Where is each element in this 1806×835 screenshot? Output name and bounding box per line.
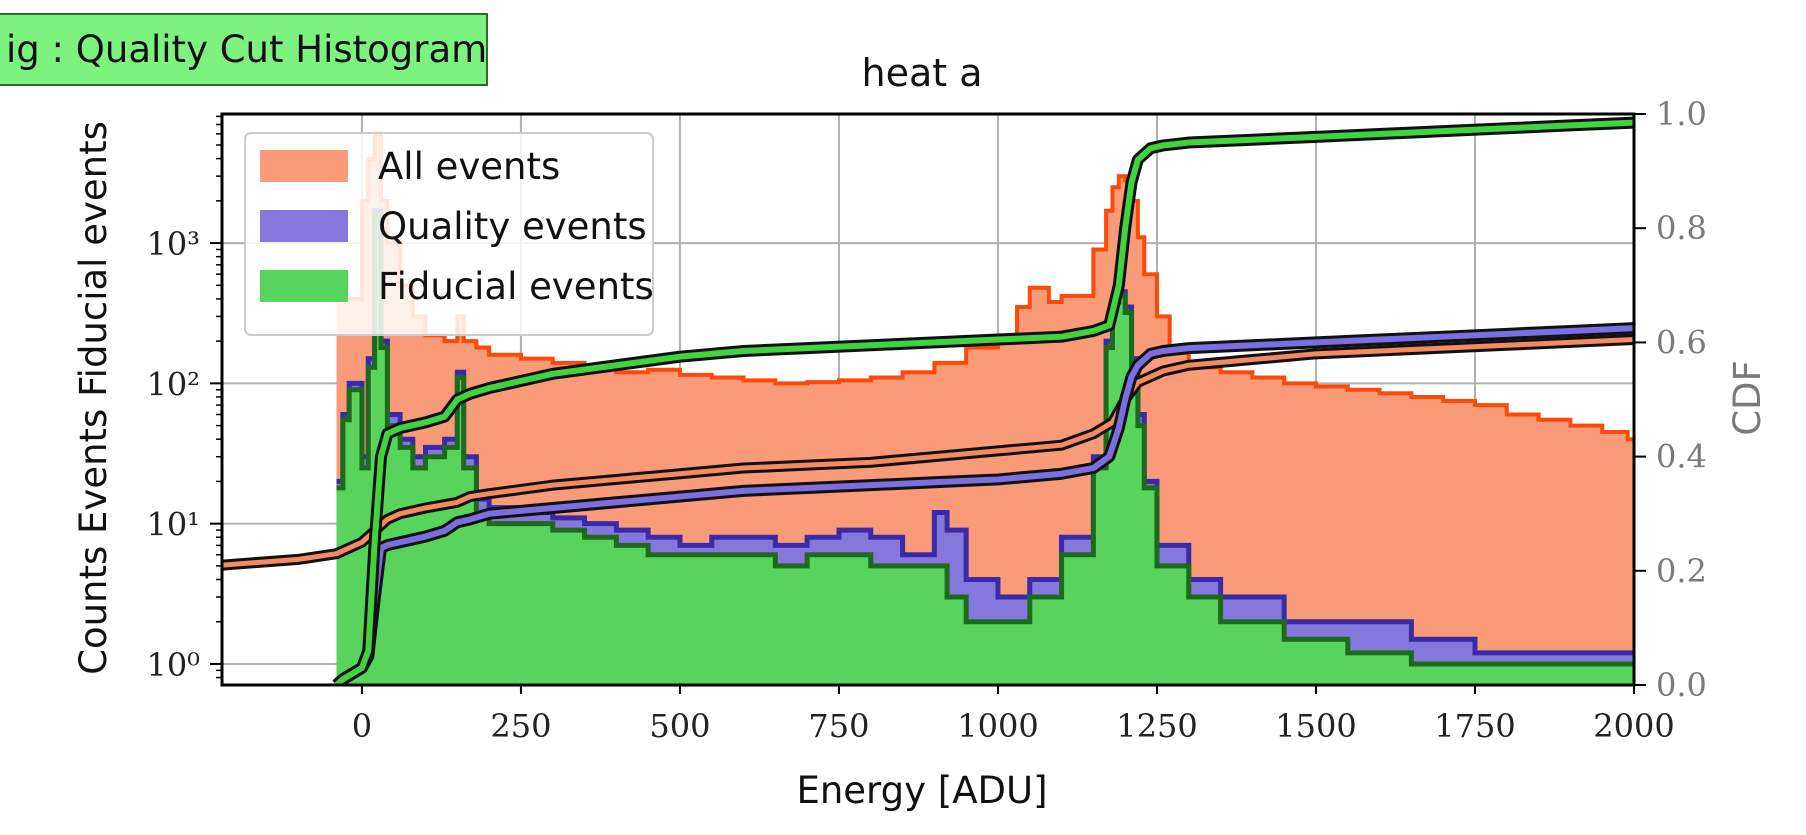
- x-tick-label: 1250: [1116, 707, 1197, 745]
- y-tick-label: 10²: [146, 365, 200, 403]
- y-tick-label: 10³: [146, 225, 200, 263]
- histogram-fill: [336, 214, 1634, 685]
- cdf-quality-events: [332, 322, 1634, 685]
- x-tick-label: 1750: [1434, 707, 1515, 745]
- y-tick-label: 10⁰: [146, 646, 200, 684]
- plot-frame: [220, 112, 1636, 687]
- x-tick-label: 2000: [1593, 707, 1674, 745]
- legend-swatch: [260, 270, 348, 302]
- x-tick-label: 500: [649, 707, 710, 745]
- cdf-all-events: [222, 334, 1634, 571]
- y2-tick-label: 0.4: [1656, 438, 1707, 476]
- axes-ticks: 0 250 500 750 1000 1250 1500 1750 2000 10⁰ 10¹ 10² 1…: [146, 95, 1706, 745]
- x-tick-label: 1000: [957, 707, 1038, 745]
- legend-label: All events: [378, 145, 560, 188]
- y2-tick-label: 0.2: [1656, 552, 1707, 590]
- chart-title: heat a: [861, 51, 982, 95]
- x-tick-label: 1500: [1275, 707, 1356, 745]
- y2-tick-label: 1.0: [1656, 95, 1707, 133]
- y2-axis-label: CDF: [1726, 360, 1769, 436]
- legend: All events Quality events Fiducial events: [244, 132, 654, 336]
- y2-tick-label: 0.8: [1656, 209, 1707, 247]
- cdf-line: [222, 337, 1634, 568]
- legend-label: Quality events: [378, 205, 647, 248]
- legend-swatch: [260, 210, 348, 242]
- histogram-fiducial-events: [336, 211, 1634, 685]
- x-tick-label: 250: [490, 707, 551, 745]
- y-axis-label: Counts Events Fiducial events: [72, 121, 115, 675]
- y-tick-label: 10¹: [146, 506, 200, 544]
- x-axis-label: Energy [ADU]: [796, 769, 1047, 812]
- x-tick-label: 0: [352, 707, 372, 745]
- cdf-line: [334, 119, 1634, 685]
- y2-tick-label: 0.0: [1656, 666, 1707, 704]
- x-tick-label: 750: [808, 707, 869, 745]
- legend-swatch: [260, 150, 348, 182]
- cdf-line: [334, 325, 1634, 685]
- legend-label: Fiducial events: [378, 265, 654, 308]
- cdf-curves: [222, 116, 1634, 685]
- histogram-edge: [336, 211, 1634, 667]
- y2-tick-label: 0.6: [1656, 323, 1707, 361]
- cdf-fiducial-events: [332, 116, 1634, 685]
- figure-tag-label: ig : Quality Cut Histogram: [0, 13, 488, 86]
